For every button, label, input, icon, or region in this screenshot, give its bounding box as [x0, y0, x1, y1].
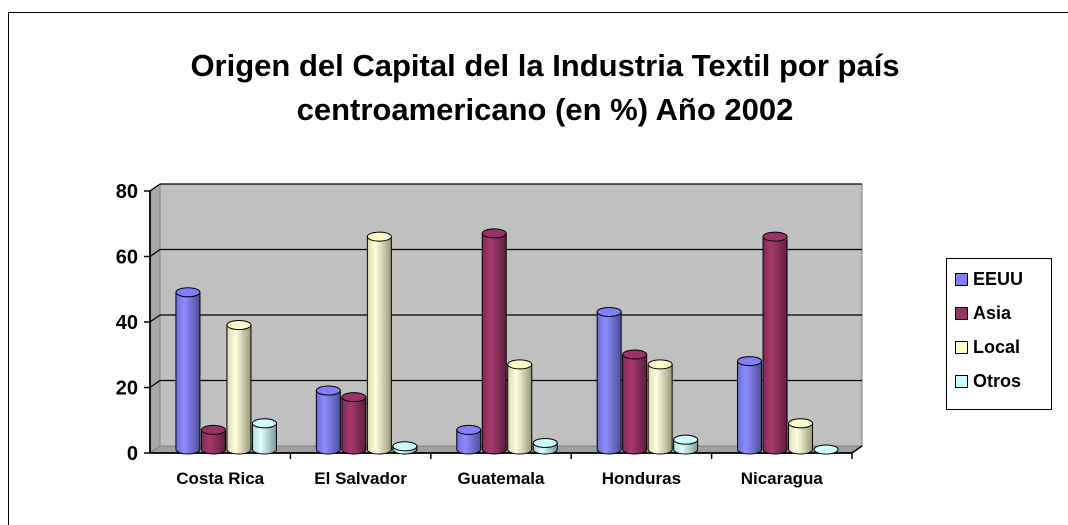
x-tick-label: El Salvador: [314, 469, 407, 488]
bar-local-honduras: [647, 359, 673, 455]
y-tick-label: 60: [116, 247, 138, 269]
bar-eeuu-costa-rica: [175, 287, 201, 455]
bar-local-el-salvador: [366, 231, 392, 455]
x-tick-label: Nicaragua: [741, 469, 824, 488]
bar-otros-nicaragua: [813, 444, 839, 455]
legend-label: Asia: [973, 302, 1012, 323]
bar-asia-el-salvador: [341, 392, 367, 455]
legend-item-asia: Asia: [955, 301, 1011, 325]
bar-otros-el-salvador: [392, 441, 418, 455]
bar-asia-nicaragua: [762, 231, 788, 455]
x-tick-label: Honduras: [602, 469, 681, 488]
legend-item-otros: Otros: [955, 369, 1021, 393]
x-tick-label: Guatemala: [458, 469, 545, 488]
bar-eeuu-el-salvador: [315, 385, 341, 455]
bar-local-guatemala: [507, 359, 533, 455]
bar-eeuu-honduras: [596, 306, 622, 455]
legend-swatch: [955, 272, 968, 286]
legend-label: Local: [973, 336, 1021, 357]
legend-swatch: [955, 306, 968, 320]
legend-label: EEUU: [973, 268, 1024, 289]
bar-asia-costa-rica: [200, 424, 226, 455]
bar-asia-honduras: [622, 349, 648, 455]
chart-title: Origen del Capital del la Industria Text…: [0, 44, 1068, 132]
bar-asia-guatemala: [481, 228, 507, 455]
legend-item-eeuu: EEUU: [955, 267, 1023, 291]
bar-local-costa-rica: [226, 320, 252, 455]
y-tick-label: 80: [116, 181, 138, 203]
legend-label: Otros: [973, 370, 1022, 391]
gridline-depth: [149, 183, 161, 192]
bar-otros-guatemala: [532, 437, 558, 455]
y-tick-label: 40: [116, 312, 138, 334]
bar-otros-costa-rica: [251, 418, 277, 455]
legend-swatch: [955, 374, 968, 388]
chart-title-line-2: centroamericano (en %) Año 2002: [296, 92, 794, 127]
x-tick-label: Costa Rica: [176, 469, 264, 488]
chart-title-line-1: Origen del Capital del la Industria Text…: [190, 48, 900, 83]
bar-otros-honduras: [673, 434, 699, 455]
bar-eeuu-nicaragua: [737, 356, 763, 455]
y-tick-label: 0: [127, 443, 138, 465]
chart-frame: [8, 12, 1068, 525]
legend-swatch: [955, 340, 968, 354]
gridline-depth: [149, 248, 161, 258]
bar-eeuu-guatemala: [456, 424, 482, 455]
y-tick-label: 20: [116, 378, 138, 400]
x-axis-depth: [851, 445, 863, 454]
gridline-depth: [149, 314, 161, 323]
bar-local-nicaragua: [788, 418, 814, 455]
gridline-depth: [149, 379, 161, 389]
legend-item-local: Local: [955, 335, 1020, 359]
chart-legend: EEUU Asia Local Otros: [946, 258, 1052, 410]
